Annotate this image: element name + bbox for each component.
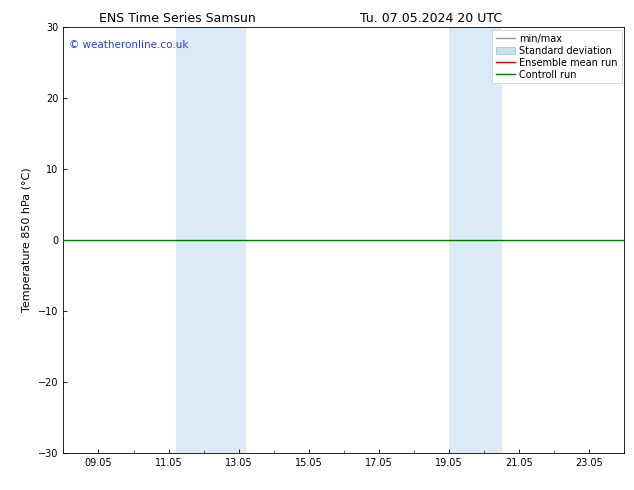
Bar [176,27,246,453]
Text: © weatheronline.co.uk: © weatheronline.co.uk [69,40,188,50]
Text: Tu. 07.05.2024 20 UTC: Tu. 07.05.2024 20 UTC [360,12,502,25]
Y-axis label: Temperature 850 hPa (°C): Temperature 850 hPa (°C) [22,168,32,313]
Legend: min/max, Standard deviation, Ensemble mean run, Controll run: min/max, Standard deviation, Ensemble me… [492,30,621,83]
Text: ENS Time Series Samsun: ENS Time Series Samsun [99,12,256,25]
Bar [449,27,501,453]
